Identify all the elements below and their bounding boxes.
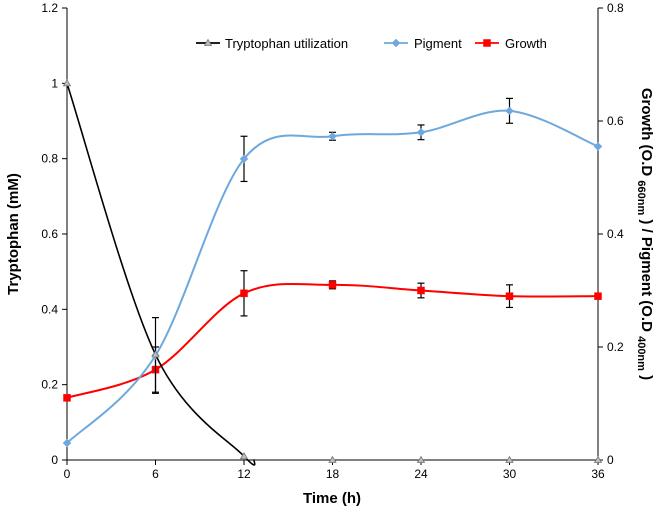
legend-item-tryptophan-utilization: Tryptophan utilization [196,36,348,51]
y-right-tick-label: 0.8 [607,1,624,15]
data-point [328,131,337,141]
y-left-tick-label: 1 [51,76,58,90]
legend-item-pigment: Pigment [384,36,462,51]
y-left-tick-label: 1.2 [41,1,58,15]
data-point [239,451,249,460]
y-left-tick-label: 0.8 [41,152,58,166]
data-point [416,455,426,463]
series-group [62,79,603,466]
y-right-tick-label: 0.6 [607,114,624,128]
x-tick-label: 36 [591,467,605,481]
y-left-tick-label: 0.4 [41,302,58,316]
legend-swatch-marker [391,38,401,48]
data-point [593,455,603,463]
data-point [328,281,337,289]
legend-label: Tryptophan utilization [225,36,348,51]
data-point [240,289,248,298]
y-axis-right-title-close: ) [638,375,655,380]
data-point [505,106,514,116]
y-left-tick-label: 0.6 [41,227,58,241]
x-tick-label: 0 [64,467,71,481]
data-point [505,455,514,463]
series-pigment [62,97,603,448]
x-tick-label: 6 [152,467,159,481]
data-point [416,127,426,137]
x-tick-label: 30 [503,467,517,481]
data-point [417,286,425,295]
tick-marks: 0 6 12 18 24 30 3600.20.40.60.811.200.20.40.60… [41,1,624,481]
x-tick-label: 18 [326,467,340,481]
legend-label: Pigment [414,36,462,51]
data-point [151,350,160,358]
data-point [328,455,337,463]
y-axis-left-title: Tryptophan (mM) [5,173,22,295]
data-point [594,292,602,300]
x-tick-label: 24 [414,467,428,481]
data-point [593,142,603,151]
series-line-growth [66,282,599,399]
y-right-tick-label: 0 [607,453,614,467]
x-tick-label: 12 [237,467,251,481]
legend-swatch-marker [483,39,491,47]
y-axis-right-title-pigment-sub: 400nm [635,336,647,371]
y-left-tick-label: 0 [51,453,58,467]
y-right-tick-label: 0.4 [607,227,624,241]
legend-label: Growth [505,36,547,51]
y-right-tick-label: 0.2 [607,340,624,354]
legend-item-growth: Growth [475,36,547,51]
y-left-tick-label: 0.2 [41,378,58,392]
data-point [63,394,71,402]
series-line-pigment [66,109,599,444]
legend-swatch-marker [203,38,213,46]
series-line-tryptophan-utilization [66,83,256,466]
data-point [62,79,72,87]
y-axis-right-title-pigment: ) / Pigment (O.D [638,219,655,332]
legend: Tryptophan utilization Pigment Growth [196,36,547,51]
data-point [239,154,249,164]
y-axis-right-title-growth: Growth (O.D [638,88,655,176]
series-tryptophan-utilization [62,79,603,466]
y-axis-right-title-growth-sub: 660nm [635,180,647,215]
series-growth [63,270,602,402]
x-axis-title: Time (h) [303,490,361,507]
data-point [505,292,514,300]
data-point [62,438,72,448]
y-axis-right-title: Growth (O.D 660nm ) / Pigment (O.D 400nm… [634,88,655,380]
